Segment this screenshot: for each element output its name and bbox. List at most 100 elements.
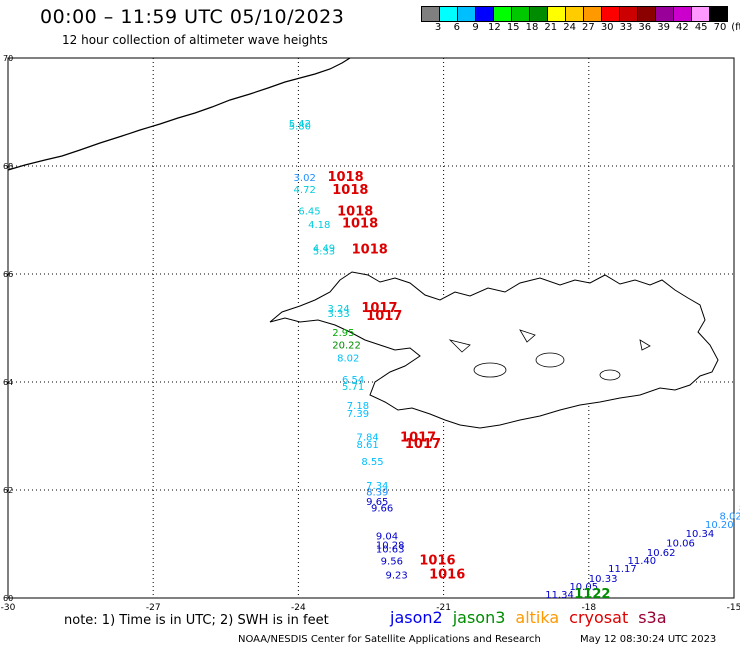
colorbar-label: 9 <box>472 22 479 33</box>
colorbar-label: 45 <box>694 22 708 33</box>
swh-observation: 1018 <box>337 205 373 220</box>
colorbar-label: 18 <box>525 22 539 33</box>
lon-tick-label: -21 <box>436 603 451 613</box>
colorbar-label: 15 <box>506 22 520 33</box>
colorbar-label: 33 <box>619 22 633 33</box>
wave-height-colorbar <box>421 6 728 22</box>
swh-observation: 3.33 <box>327 309 349 320</box>
swh-observation: 9.66 <box>371 504 393 515</box>
swh-observation: 8.0 <box>739 504 740 515</box>
satellite-legend: jason2 jason3 altika cryosat s3a <box>390 608 677 627</box>
swh-observation: 5.71 <box>342 382 364 393</box>
timestamp: May 12 08:30:24 UTC 2023 <box>580 634 717 645</box>
colorbar-label: 24 <box>563 22 576 33</box>
swh-observation: 1017 <box>405 437 441 452</box>
swh-observation: 4.18 <box>308 220 330 231</box>
iceland-coastline <box>269 271 719 429</box>
swh-observation: 10.33 <box>589 574 618 585</box>
swh-observation: 11.17 <box>608 564 637 575</box>
swh-observation: 3.24 <box>327 304 349 315</box>
swh-observation: 10.28 <box>376 540 405 551</box>
swh-observation: 6.45 <box>298 207 320 218</box>
lon-tick-label: -24 <box>291 603 306 613</box>
swh-observation: 1017 <box>361 301 397 316</box>
swh-observation: 11.34 <box>545 590 574 601</box>
lat-tick-label: 62 <box>3 486 13 495</box>
swh-observation: 5.80 <box>289 121 311 132</box>
swh-observation: 2.95 <box>332 328 354 339</box>
satellite-s3a: s3a <box>638 608 667 627</box>
footer-note: note: 1) Time is in UTC; 2) SWH is in fe… <box>64 613 329 628</box>
map-frame <box>7 57 735 599</box>
colorbar-label: 6 <box>453 22 460 33</box>
swh-observation: 7.39 <box>347 409 369 420</box>
swh-observation: 1018 <box>332 183 368 198</box>
colorbar-swatch <box>709 6 728 22</box>
swh-observation: 10.34 <box>686 529 715 540</box>
swh-observation: 7.84 <box>356 432 378 443</box>
colorbar-label: 21 <box>544 22 558 33</box>
swh-observation: 1016 <box>429 568 465 583</box>
colorbar-label: 70 <box>713 22 727 33</box>
satellite-jason2: jason2 <box>390 608 443 627</box>
lat-tick-label: 64 <box>3 378 13 387</box>
swh-observation: 10.06 <box>666 539 695 550</box>
axis-tick-labels: -30 -27 -24 -21 -18 -15 70 68 66 64 62 60 <box>1 54 740 613</box>
swh-observation: 5.33 <box>313 247 335 258</box>
colorbar-label: 12 <box>488 22 501 33</box>
colorbar-label: 3 <box>434 22 442 33</box>
swh-observation: 9.04 <box>376 532 398 543</box>
swh-observation: 1017 <box>400 430 436 445</box>
swh-observation: 1016 <box>419 554 455 569</box>
swh-observation: 10.63 <box>376 545 405 556</box>
swh-observation: 1018 <box>327 170 363 185</box>
swh-observation: 1018 <box>342 217 378 232</box>
colorbar-label: 30 <box>600 22 614 33</box>
swh-observation: 10.05 <box>569 582 598 593</box>
swh-observation: 8.02 <box>337 353 359 364</box>
swh-observation: 8.55 <box>361 457 383 468</box>
colorbar-label: 27 <box>582 22 595 33</box>
swh-observation: 1017 <box>366 309 402 324</box>
lat-tick-label: 70 <box>3 54 13 63</box>
swh-observation: 7.18 <box>347 401 369 412</box>
lon-tick-label: -18 <box>581 603 596 613</box>
swh-observation: 8.02 <box>719 512 740 523</box>
map-title: 00:00 – 11:59 UTC 05/10/2023 <box>40 6 345 28</box>
swh-observation: 9.65 <box>366 497 388 508</box>
lon-tick-label: -27 <box>146 603 161 613</box>
swh-observation: 20.22 <box>332 341 361 352</box>
lon-tick-label: -15 <box>727 603 740 613</box>
swh-observation: 3.02 <box>294 173 316 184</box>
colorbar-label: 36 <box>638 22 652 33</box>
swh-observation: 4.72 <box>294 185 316 196</box>
lat-tick-label: 60 <box>3 594 13 603</box>
colorbar-label: (ft) <box>731 22 740 33</box>
satellite-cryosat: cryosat <box>569 608 629 627</box>
colorbar-label: 42 <box>676 22 689 33</box>
satellite-altika: altika <box>515 608 560 627</box>
greenland-coastline <box>7 57 351 171</box>
swh-observation: 11.40 <box>628 556 657 567</box>
satellite-jason3: jason3 <box>452 608 506 627</box>
swh-observation: 1122 <box>574 587 610 602</box>
swh-observation: 10.62 <box>647 548 676 559</box>
map-subtitle: 12 hour collection of altimeter wave hei… <box>62 33 328 47</box>
swh-observation: 9.23 <box>386 571 408 582</box>
colorbar-label: 39 <box>657 22 670 33</box>
swh-observation: 9.56 <box>381 557 403 568</box>
swh-observation: 5.42 <box>289 119 311 130</box>
swh-observation: 7.34 <box>366 481 388 492</box>
swh-observation: 6.54 <box>342 375 364 386</box>
swh-observation: 10.20 <box>705 520 734 531</box>
swh-observation: 1018 <box>352 242 388 257</box>
swh-observation: 8.61 <box>356 440 378 451</box>
wave-height-observations: 5.425.80 3.02 1018 4.72 1018 6.45 1018 4.18 1018… <box>289 119 740 602</box>
lat-tick-label: 68 <box>3 162 13 171</box>
swh-observation: 8.39 <box>366 487 388 498</box>
lat-tick-label: 66 <box>3 270 13 279</box>
lon-tick-label: -30 <box>1 603 16 613</box>
credit-line: NOAA/NESDIS Center for Satellite Applica… <box>238 634 541 645</box>
